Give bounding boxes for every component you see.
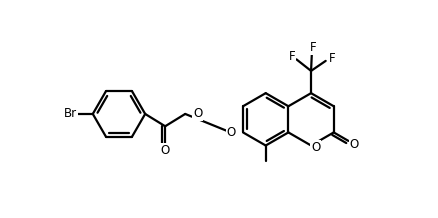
Text: O: O	[311, 141, 320, 153]
Text: F: F	[328, 52, 335, 65]
Text: O: O	[226, 126, 235, 139]
Text: O: O	[161, 144, 170, 157]
Text: F: F	[310, 41, 317, 54]
Text: F: F	[289, 50, 295, 63]
Text: O: O	[350, 138, 359, 151]
Text: O: O	[193, 107, 202, 120]
Text: Br: Br	[64, 107, 78, 120]
